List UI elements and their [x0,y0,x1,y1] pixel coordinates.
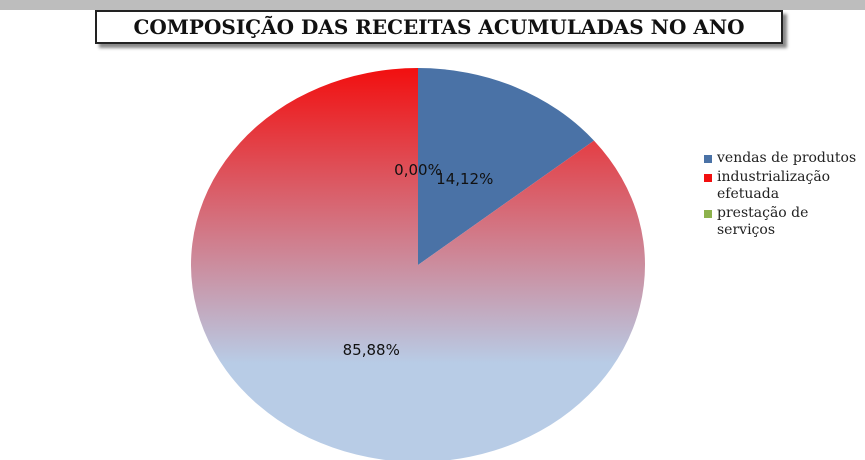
legend: vendas de produtos industrialização efetu… [704,150,865,241]
pie-slice [191,68,645,460]
legend-swatch [704,155,712,163]
legend-item: industrialização efetuada [704,169,865,203]
top-band [0,0,865,10]
data-label: 0,00% [394,161,442,179]
data-label: 85,88% [343,341,400,359]
data-label: 14,12% [436,170,493,188]
legend-item: prestação de serviços [704,205,865,239]
legend-label: vendas de produtos [717,150,857,166]
pie-slice [418,68,594,265]
legend-swatch [704,210,712,218]
legend-label: industrialização efetuada [717,169,831,202]
legend-swatch [704,174,712,182]
legend-label: prestação de serviços [717,205,809,238]
chart-title: COMPOSIÇÃO DAS RECEITAS ACUMULADAS NO AN… [95,10,783,44]
legend-item: vendas de produtos [704,150,865,167]
